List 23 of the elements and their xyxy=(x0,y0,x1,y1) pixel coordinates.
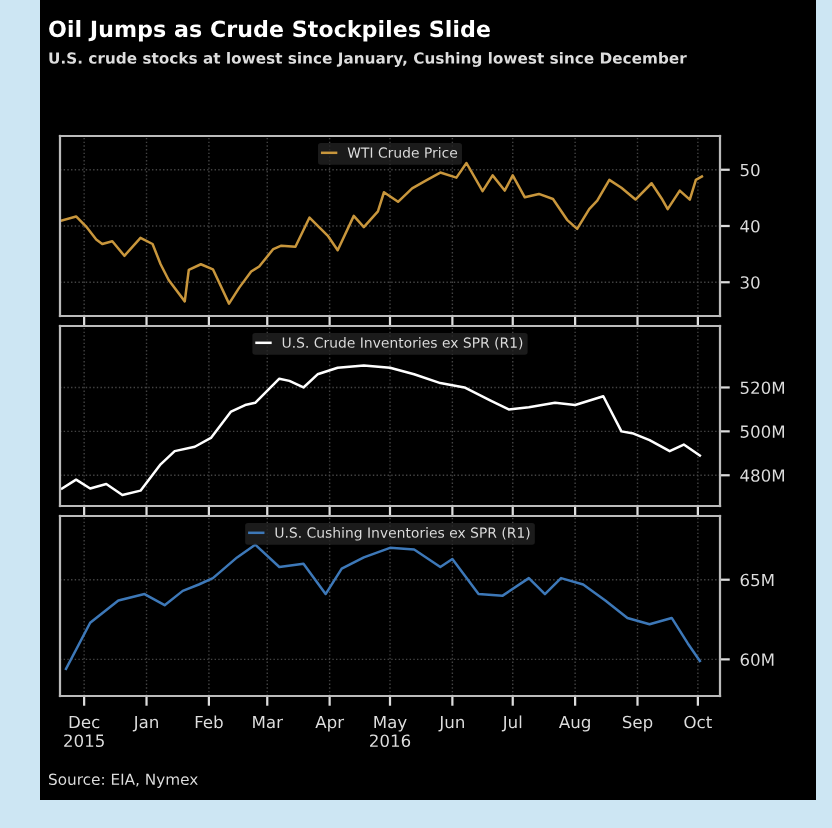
y-tick-label: 30 xyxy=(740,276,760,289)
y-tick-label: 50 xyxy=(740,163,760,177)
x-tick-label: Jun xyxy=(438,715,464,732)
x-tick-label: Jul xyxy=(501,715,522,732)
y-tick-label: 500M xyxy=(740,425,785,438)
y-tick-label: 520M xyxy=(740,381,785,395)
x-tick-label: Sep xyxy=(622,715,653,732)
x-tick-label: Oct xyxy=(684,715,712,729)
x-tick-label: Mar xyxy=(253,715,283,729)
y-tick-label: 60M xyxy=(740,653,774,666)
line-series xyxy=(60,161,704,305)
x-tick-label: Jan xyxy=(132,715,158,732)
x-tick-label: Aug xyxy=(558,715,590,732)
x-tick-label: Feb xyxy=(195,715,223,729)
x-tick-label: Dec 2015 xyxy=(64,715,104,748)
y-tick-label: 40 xyxy=(740,219,760,233)
x-tick-label: May 2016 xyxy=(370,715,411,748)
y-tick-label: 65M xyxy=(740,573,774,587)
line-series xyxy=(64,543,702,671)
line-series xyxy=(60,364,702,497)
x-tick-label: Apr xyxy=(315,715,345,732)
y-tick-label: 480M xyxy=(740,469,785,482)
chart-title: Oil Jumps as Crude Stockpiles Slide xyxy=(49,20,490,42)
